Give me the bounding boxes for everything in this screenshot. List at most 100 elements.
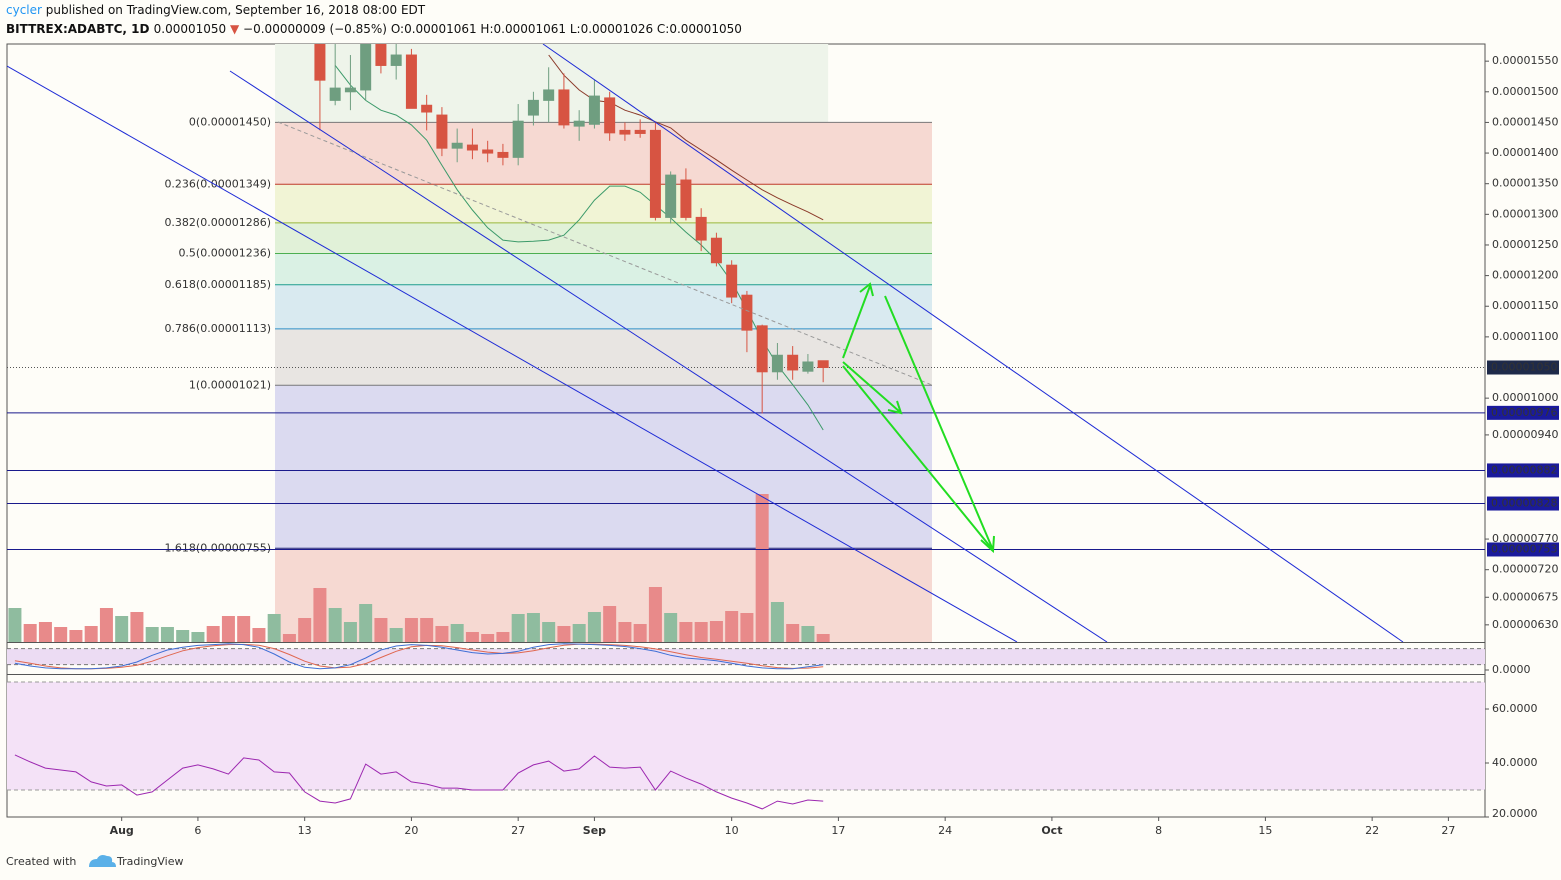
candle-body	[314, 44, 326, 81]
candle-body	[665, 174, 677, 218]
volume-bar	[725, 611, 739, 642]
y-tick-label: 0.00001250	[1492, 238, 1558, 251]
volume-bar	[374, 618, 388, 642]
candle-body	[573, 120, 585, 127]
ohlc: O:0.00001061 H:0.00001061 L:0.00001026 C…	[391, 22, 742, 36]
author[interactable]: cycler	[6, 3, 42, 17]
volume-bar	[481, 634, 495, 642]
rsi-band	[7, 682, 1485, 791]
arrows	[842, 282, 995, 554]
candle-body	[619, 129, 631, 135]
change: −0.00000009 (−0.85%)	[239, 22, 391, 36]
y-tick-label: 0.00001150	[1492, 299, 1558, 312]
candle-body	[344, 87, 356, 93]
candle-body	[802, 361, 814, 372]
candle-body	[390, 54, 402, 66]
y-tick-label: 0.00000675	[1492, 590, 1558, 603]
last-price-label: 0.00001050	[1491, 361, 1557, 374]
volume-bar	[511, 614, 525, 642]
stoch-band	[7, 648, 1485, 665]
candle-body	[497, 151, 509, 158]
volume-bar	[389, 628, 403, 642]
volume-bar	[603, 606, 617, 642]
fib-label: 0.618(0.00001185)	[164, 278, 271, 291]
volume-bar	[191, 632, 205, 642]
price-line-label: 0.00000753	[1491, 542, 1557, 555]
candle-body	[634, 129, 646, 134]
volume-bar	[542, 622, 556, 642]
volume-bar	[237, 616, 251, 642]
volume-bar	[115, 616, 129, 642]
y-tick-label: 0.00001000	[1492, 391, 1558, 404]
y-tick-label: 0.00001400	[1492, 146, 1558, 159]
brand[interactable]: TradingView	[116, 855, 183, 868]
x-tick-label: 10	[725, 824, 739, 837]
volume-bar	[313, 588, 327, 642]
indicator-line	[14, 643, 824, 670]
header-line: cycler published on TradingView.com, Sep…	[6, 3, 426, 17]
x-tick-label: 24	[938, 824, 952, 837]
trend-line	[542, 44, 1404, 642]
volume-bar	[252, 628, 266, 642]
candle-body	[771, 354, 783, 373]
published: published on TradingView.com, September …	[42, 3, 426, 17]
symbol: BITTREX:ADABTC, 1D	[6, 22, 154, 36]
candle-body	[421, 104, 433, 113]
arrow	[884, 295, 995, 554]
fib-label: 0.236(0.00001349)	[164, 177, 271, 190]
volume-bar	[496, 632, 510, 642]
candle-body	[741, 294, 753, 331]
volume-bar	[679, 622, 693, 642]
y-tick-label: 0.0000	[1492, 663, 1531, 676]
price-line-label: 0.00000882	[1491, 463, 1557, 476]
x-tick-label: 27	[1441, 824, 1455, 837]
volume-bar	[709, 621, 723, 642]
candle-body	[604, 97, 616, 134]
volume-bar	[359, 604, 373, 642]
x-tick-label: 22	[1365, 824, 1379, 837]
volume-bar	[130, 612, 144, 642]
candle-body	[710, 237, 722, 264]
y-tick-label: 0.00001500	[1492, 85, 1558, 98]
volume-bar	[69, 630, 83, 642]
volume-bar	[618, 622, 632, 642]
fib-band	[275, 253, 932, 285]
fib-band	[275, 222, 932, 254]
candle-body	[436, 114, 448, 149]
volume-bar	[176, 630, 190, 642]
candle-body	[756, 325, 768, 373]
volume-bar	[755, 494, 769, 642]
volume-bar	[694, 622, 708, 642]
volume-bar	[648, 587, 662, 642]
volume-bar	[587, 612, 601, 642]
volume-bar	[298, 618, 312, 642]
candle-body	[466, 144, 478, 151]
x-tick-label: 20	[404, 824, 418, 837]
footer: Created with TradingView	[6, 855, 183, 868]
fib-label: 1(0.00001021)	[189, 378, 271, 391]
volume-bar	[664, 613, 678, 642]
price-line-label: 0.00000976	[1491, 406, 1557, 419]
candle-body	[726, 264, 738, 298]
candle-body	[375, 44, 387, 66]
candle-body	[451, 142, 463, 149]
y-tick-label: 0.00000720	[1492, 563, 1558, 576]
volume-bar	[816, 634, 830, 642]
volume-bar	[435, 626, 449, 642]
volume-bar	[206, 626, 220, 642]
volume-bar	[84, 626, 98, 642]
fib-band	[275, 328, 932, 386]
candle-body	[512, 120, 524, 158]
x-tick-label: 6	[194, 824, 201, 837]
volume-bar	[221, 616, 235, 642]
created-with: Created with	[6, 855, 76, 868]
x-tick-label: Sep	[583, 824, 606, 837]
arrow	[842, 365, 994, 551]
volume-bar	[633, 624, 647, 642]
fib-label: 0.5(0.00001236)	[178, 247, 271, 260]
trend-line	[229, 70, 1108, 642]
candle-body	[543, 89, 555, 101]
price-line-tag	[1487, 463, 1559, 478]
indicator-line	[14, 754, 824, 810]
volume-bar	[8, 608, 22, 642]
